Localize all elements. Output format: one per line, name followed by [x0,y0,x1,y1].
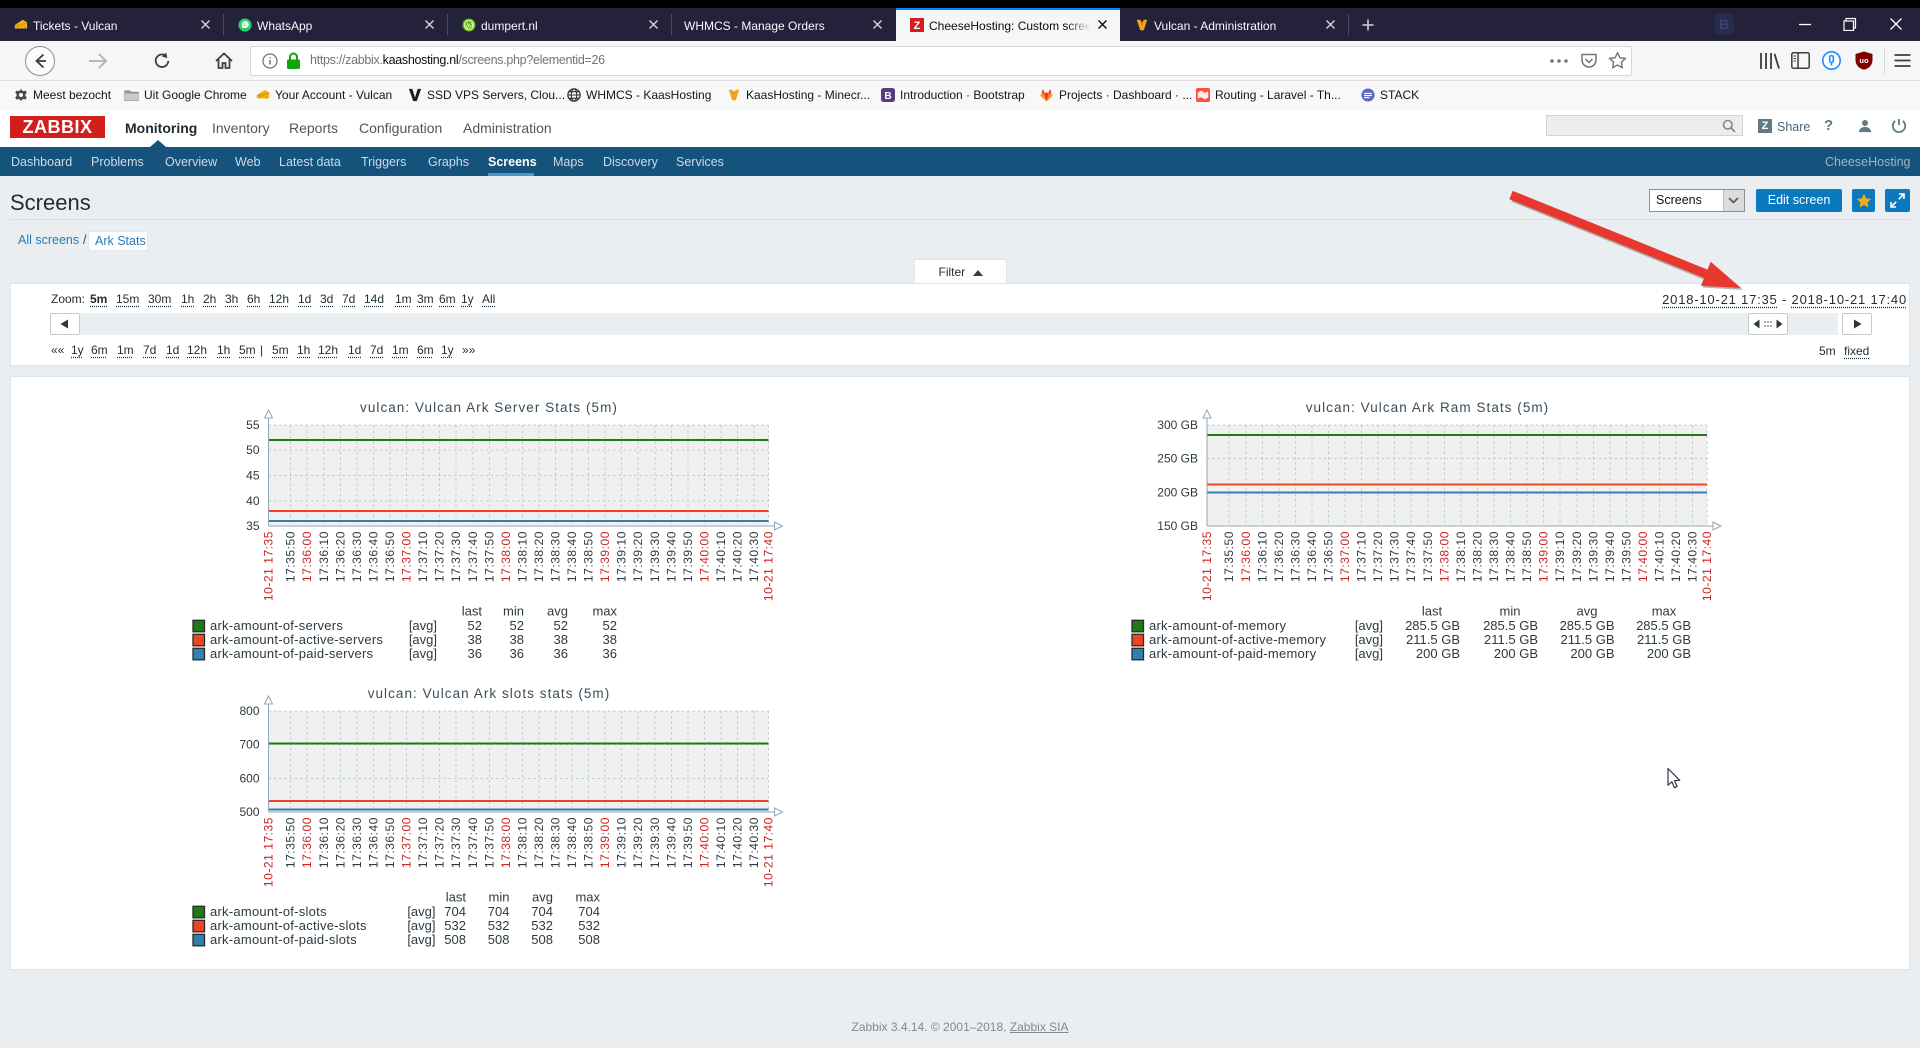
svg-text:uo: uo [1859,56,1869,65]
svg-text:B: B [884,91,891,102]
svg-text:Z: Z [914,20,921,32]
svg-text:du: du [464,21,474,31]
